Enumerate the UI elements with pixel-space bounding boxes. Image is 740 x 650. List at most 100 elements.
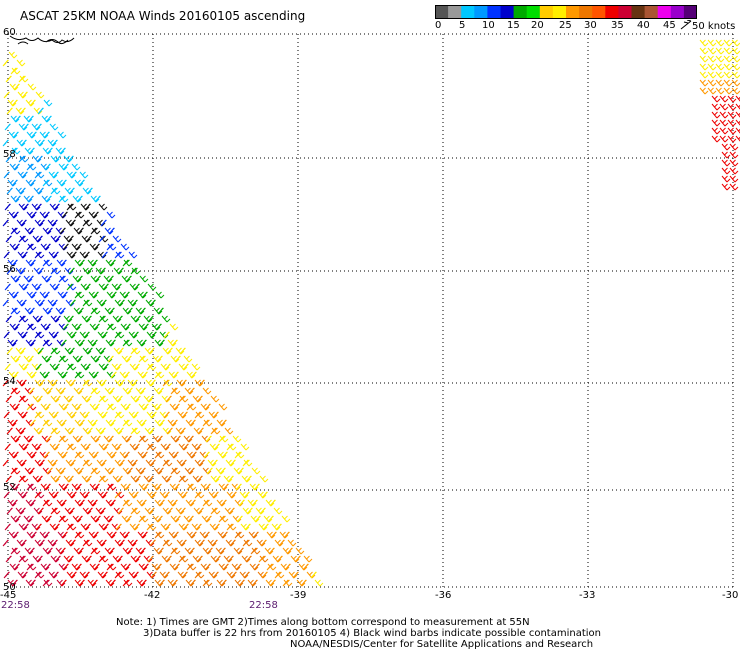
wind-barb	[65, 539, 75, 547]
color-swatch	[487, 5, 501, 19]
wind-barb	[220, 499, 227, 507]
wind-barb	[26, 163, 33, 171]
wind-barb	[184, 387, 194, 395]
wind-barb	[6, 427, 13, 435]
wind-barb	[61, 531, 68, 539]
wind-barb	[66, 571, 76, 579]
wind-barb	[163, 331, 170, 339]
wind-barb	[28, 147, 35, 155]
wind-barb	[186, 563, 193, 571]
wind-barb	[66, 203, 73, 211]
wind-barb	[29, 499, 36, 507]
wind-barb	[24, 307, 34, 315]
wind-barb	[11, 227, 21, 235]
wind-barb	[69, 299, 76, 307]
color-swatch	[448, 5, 462, 19]
wind-barb	[178, 363, 188, 371]
wind-barb	[6, 107, 13, 115]
wind-barb	[42, 499, 49, 507]
wind-barb	[70, 331, 77, 339]
wind-barb	[74, 371, 81, 379]
wind-barb	[87, 579, 97, 587]
wind-barb	[185, 499, 195, 507]
wind-barb	[114, 571, 121, 579]
wind-barb	[133, 283, 140, 291]
wind-barb	[138, 435, 145, 443]
wind-barb	[142, 323, 149, 331]
wind-barb	[88, 211, 98, 219]
wind-barb	[93, 243, 100, 251]
wind-barb	[731, 71, 740, 79]
wind-barb	[83, 539, 93, 547]
wind-barb	[103, 275, 113, 283]
wind-barb	[70, 571, 77, 579]
wind-barb	[134, 315, 141, 323]
wind-barb	[68, 267, 75, 275]
wind-barb	[39, 291, 49, 299]
wind-barb	[70, 171, 77, 179]
wind-barb	[79, 331, 89, 339]
wind-barb	[151, 323, 161, 331]
wind-barb	[100, 379, 107, 387]
wind-barb	[61, 211, 68, 219]
wind-barb	[178, 523, 188, 531]
wind-barb	[67, 363, 77, 371]
wind-barb	[75, 563, 82, 571]
wind-barb	[7, 419, 17, 427]
wind-barb	[163, 539, 173, 547]
wind-barb	[98, 523, 108, 531]
wind-barb	[122, 499, 129, 507]
wind-barb	[281, 515, 291, 523]
wind-barb	[302, 563, 309, 571]
wind-barb	[26, 371, 36, 379]
wind-barb	[272, 555, 282, 563]
wind-barb	[138, 403, 148, 411]
wind-barb	[179, 427, 186, 435]
wind-barb	[164, 443, 171, 451]
wind-barb	[221, 531, 228, 539]
wind-barb	[50, 235, 60, 243]
wind-barb	[41, 515, 51, 523]
wind-barb	[34, 459, 44, 467]
wind-barb	[107, 515, 114, 523]
wind-barb	[159, 571, 169, 579]
color-swatch	[644, 5, 659, 19]
wind-barb	[15, 347, 25, 355]
wind-barb	[50, 315, 60, 323]
wind-barb	[205, 515, 212, 523]
wind-barb	[194, 491, 201, 499]
wind-barb	[78, 419, 85, 427]
wind-barb	[47, 219, 57, 227]
wind-barb	[66, 251, 76, 259]
wind-barb	[106, 563, 113, 571]
wind-barb	[14, 355, 21, 363]
wind-barb	[14, 275, 21, 283]
wind-barb	[4, 123, 11, 131]
wind-barb	[104, 227, 114, 235]
wind-barb	[735, 135, 740, 142]
wind-barb	[300, 579, 307, 587]
wind-barb	[150, 571, 157, 579]
wind-barb	[250, 547, 257, 555]
wind-barb	[24, 387, 34, 395]
wind-barb	[217, 531, 227, 539]
wind-barb	[73, 547, 83, 555]
wind-barb	[57, 211, 67, 219]
wind-barb	[114, 411, 121, 419]
wind-barb	[147, 363, 157, 371]
wind-barb	[141, 531, 148, 539]
wind-barb	[112, 235, 122, 243]
wind-barb	[2, 219, 9, 227]
wind-barb	[735, 103, 740, 110]
wind-barb	[166, 507, 173, 515]
wind-barb	[123, 499, 133, 507]
wind-barb	[71, 163, 81, 171]
wind-barb	[218, 483, 228, 491]
wind-barb	[15, 507, 25, 515]
wind-barb	[169, 483, 179, 491]
wind-barb	[134, 395, 141, 403]
wind-barb	[8, 291, 18, 299]
wind-barb	[40, 323, 50, 331]
wind-barb	[15, 267, 25, 275]
wind-barb	[719, 111, 729, 119]
